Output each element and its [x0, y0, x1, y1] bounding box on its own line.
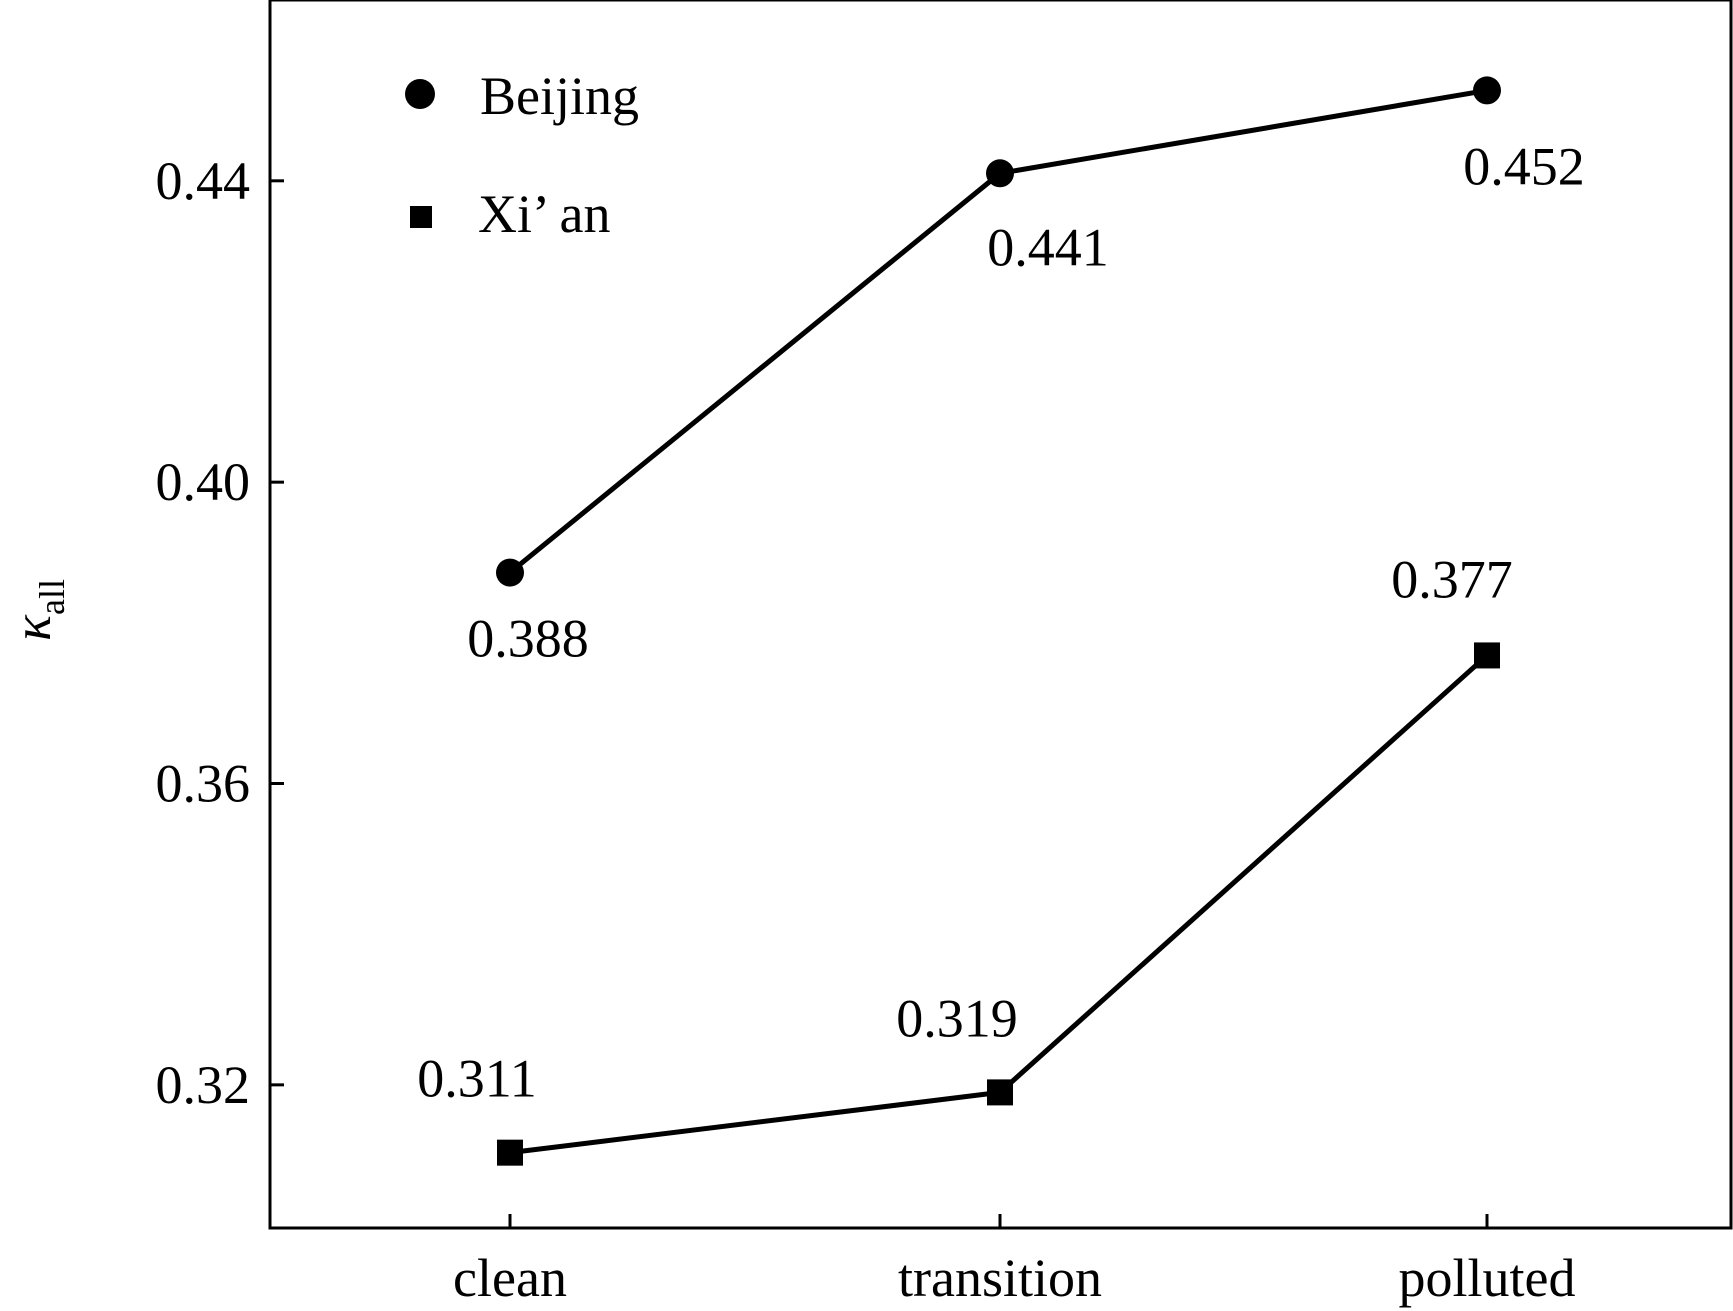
y-tick-label: 0.40	[156, 452, 251, 512]
y-axis-label: κall	[2, 579, 72, 641]
data-label-1-1: 0.319	[896, 988, 1018, 1048]
y-tick-label: 0.44	[156, 151, 251, 211]
data-label-0-2: 0.452	[1463, 136, 1585, 196]
data-point-0-1	[986, 159, 1014, 188]
legend-marker-xian	[410, 206, 432, 228]
legend-label-xian: Xi’ an	[478, 184, 610, 244]
data-point-1-1	[987, 1079, 1013, 1106]
y-axis-label-main: κ	[2, 614, 62, 641]
x-tick-label-clean: clean	[453, 1248, 567, 1308]
data-labels: 0.388 0.441 0.452 0.311 0.319 0.377	[417, 136, 1585, 1108]
data-point-0-2	[1473, 76, 1501, 105]
series-line-1	[509, 653, 1489, 1156]
data-label-0-1: 0.441	[987, 217, 1109, 277]
x-tick-label-transition: transition	[898, 1248, 1102, 1308]
data-label-1-2: 0.377	[1391, 549, 1513, 609]
data-point-0-0	[496, 558, 524, 587]
legend: Beijing Xi’ an	[405, 66, 639, 244]
series-layer	[496, 76, 1501, 1166]
data-label-1-0: 0.311	[417, 1049, 537, 1109]
legend-label-beijing: Beijing	[480, 66, 639, 126]
y-tick-label: 0.32	[156, 1055, 251, 1115]
y-axis: 0.32 0.36 0.40 0.44	[156, 151, 284, 1115]
y-tick-label: 0.36	[156, 754, 251, 814]
x-axis: clean transition polluted	[453, 1214, 1575, 1308]
data-point-1-2	[1474, 642, 1500, 669]
legend-marker-beijing	[405, 79, 435, 109]
y-axis-label-subscript: all	[32, 579, 72, 615]
data-label-0-0: 0.388	[467, 609, 589, 669]
data-point-1-0	[497, 1139, 523, 1166]
x-tick-label-polluted: polluted	[1399, 1248, 1576, 1308]
